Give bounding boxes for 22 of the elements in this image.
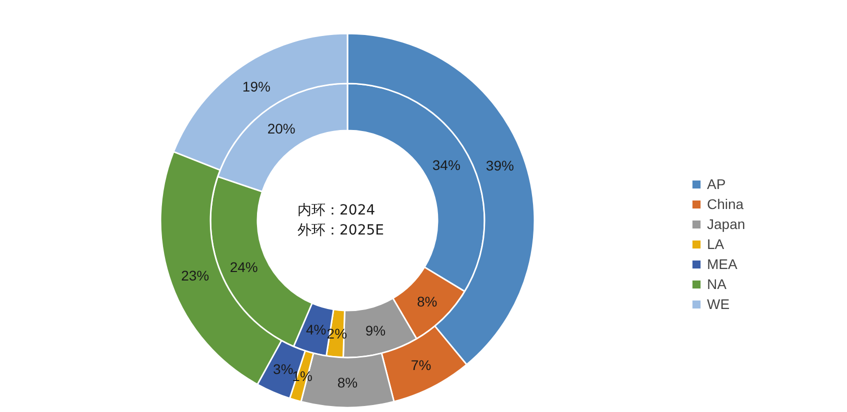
text: 内环：2024 (298, 202, 376, 218)
legend-label: WE (707, 296, 730, 312)
data-label: 8% (337, 374, 358, 390)
data-label: 34% (432, 156, 460, 173)
text: 外环：2025E (298, 222, 384, 238)
data-label: 23% (181, 267, 210, 284)
data-label: 9% (365, 322, 386, 339)
data-label: 7% (410, 356, 432, 373)
legend-label: China (707, 196, 744, 212)
legend-label: MEA (707, 256, 738, 272)
data-label: 19% (242, 78, 270, 95)
legend-label: AP (707, 176, 727, 192)
legend-label: LA (707, 236, 726, 252)
data-label: 20% (267, 120, 296, 136)
data-label: 24% (230, 258, 258, 275)
legend-label: NA (707, 276, 727, 292)
data-label: 3% (273, 361, 294, 378)
data-label: 1% (292, 368, 312, 384)
data-label: 39% (486, 158, 514, 174)
data-label: 4% (306, 322, 326, 338)
legend-label: Japan (707, 216, 746, 232)
data-label: 8% (417, 293, 438, 310)
